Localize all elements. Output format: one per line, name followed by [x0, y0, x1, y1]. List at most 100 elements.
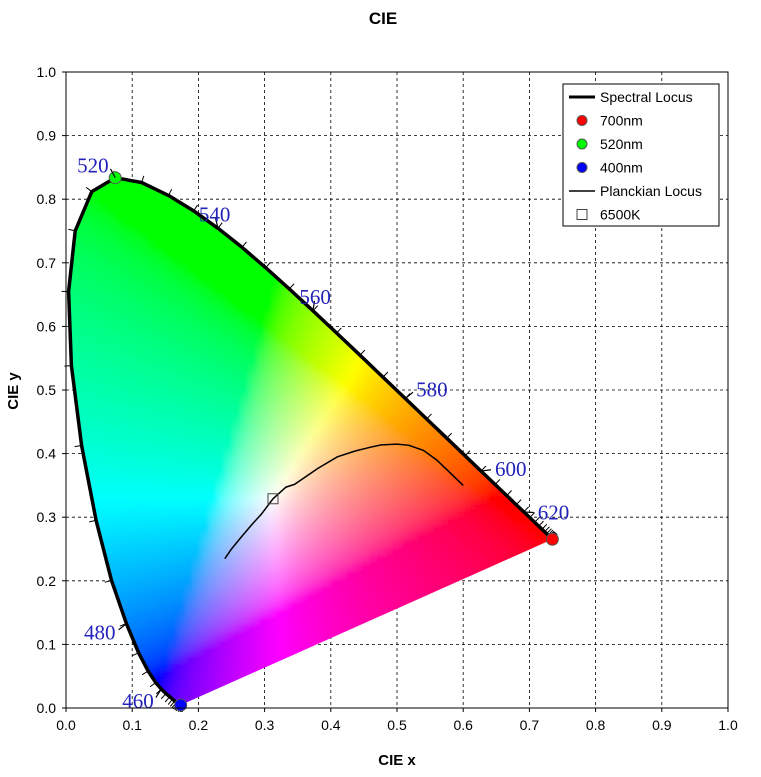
gamut-cell — [353, 508, 363, 517]
gamut-cell — [178, 676, 188, 685]
gamut-cell — [146, 370, 156, 380]
gamut-cell — [194, 187, 204, 197]
gamut-cell — [281, 225, 291, 235]
gamut-cell — [560, 455, 569, 464]
gamut-cell — [424, 279, 434, 288]
gamut-cell — [401, 233, 410, 243]
y-axis-ticks: 0.00.10.20.30.40.50.60.70.80.91.0 — [37, 64, 66, 716]
gamut-cell — [273, 424, 283, 433]
gamut-cell — [424, 210, 434, 220]
gamut-cell — [432, 485, 442, 494]
gamut-cell — [242, 676, 251, 685]
gamut-cell — [544, 302, 553, 311]
gamut-cell — [115, 157, 124, 166]
gamut-cell — [242, 271, 251, 281]
gamut-cell — [353, 355, 363, 365]
gamut-cell — [202, 447, 212, 456]
gamut-cell — [218, 294, 228, 304]
gamut-cell — [210, 233, 220, 243]
gamut-cell — [154, 416, 164, 426]
gamut-cell — [472, 225, 482, 235]
gamut-cell — [369, 256, 379, 265]
gamut-cell — [361, 485, 371, 494]
gamut-cell — [107, 309, 116, 319]
gamut-cell — [361, 622, 371, 632]
gamut-cell — [472, 508, 482, 517]
gamut-cell — [146, 432, 156, 441]
gamut-cell — [416, 294, 426, 304]
gamut-cell — [520, 699, 529, 705]
gamut-cell — [321, 470, 331, 479]
gamut-cell — [496, 378, 506, 388]
gamut-cell — [321, 409, 331, 418]
gamut-cell — [178, 177, 188, 182]
gamut-cell — [210, 157, 219, 166]
gamut-cell — [107, 370, 116, 380]
gamut-cell — [75, 630, 85, 639]
gamut-cell — [138, 271, 148, 281]
gamut-cell — [345, 287, 355, 296]
gamut-cell — [170, 676, 180, 685]
gamut-cell — [544, 599, 553, 609]
gamut-cell — [178, 355, 188, 365]
wavelength-tick — [217, 222, 223, 229]
gamut-cell — [496, 569, 506, 578]
gamut-cell — [464, 630, 474, 639]
gamut-cell — [154, 409, 164, 418]
gamut-cell — [520, 187, 529, 197]
gamut-cell — [496, 599, 506, 609]
gamut-cell — [258, 264, 267, 273]
gamut-cell — [146, 554, 156, 563]
gamut-cell — [218, 287, 228, 296]
gamut-cell — [242, 538, 251, 548]
gamut-cell — [536, 447, 545, 456]
gamut-cell — [504, 607, 514, 617]
gamut-cell — [305, 187, 315, 197]
y-tick-label: 0.9 — [37, 128, 57, 144]
gamut-cell — [162, 668, 172, 678]
gamut-cell — [432, 287, 442, 296]
gamut-cell — [329, 615, 339, 624]
gamut-cell — [416, 645, 426, 655]
gamut-cell — [162, 248, 172, 258]
gamut-cell — [448, 523, 458, 533]
gamut-cell — [544, 622, 553, 632]
gamut-cell — [138, 439, 148, 449]
gamut-cell — [313, 584, 323, 594]
gamut-cell — [432, 546, 442, 556]
gamut-cell — [377, 439, 386, 449]
gamut-cell — [91, 577, 101, 586]
gamut-cell — [234, 515, 243, 525]
gamut-cell — [432, 180, 442, 189]
gamut-cell — [353, 393, 363, 403]
gamut-cell — [91, 432, 101, 441]
gamut-cell — [488, 287, 498, 296]
gamut-cell — [472, 485, 482, 494]
gamut-cell — [146, 256, 156, 265]
gamut-cell — [265, 248, 275, 258]
gamut-cell — [75, 599, 85, 609]
gamut-cell — [440, 225, 450, 235]
gamut-cell — [488, 180, 498, 189]
gamut-cell — [75, 683, 85, 693]
gamut-cell — [496, 180, 506, 189]
gamut-cell — [99, 386, 108, 395]
gamut-cell — [258, 416, 267, 426]
gamut-cell — [353, 515, 363, 525]
gamut-cell — [440, 340, 450, 349]
gamut-cell — [138, 210, 148, 220]
gamut-cell — [210, 493, 220, 502]
gamut-cell — [496, 622, 506, 632]
gamut-cell — [544, 340, 553, 349]
gamut-cell — [59, 417, 68, 426]
gamut-cell — [480, 177, 490, 182]
gamut-cell — [68, 462, 77, 472]
gamut-cell — [242, 470, 251, 479]
gamut-cell — [265, 256, 275, 265]
gamut-cell — [472, 424, 482, 433]
gamut-cell — [551, 203, 553, 212]
gamut-cell — [250, 302, 259, 311]
gamut-cell — [329, 599, 339, 609]
gamut-cell — [91, 332, 101, 342]
gamut-cell — [401, 638, 410, 647]
